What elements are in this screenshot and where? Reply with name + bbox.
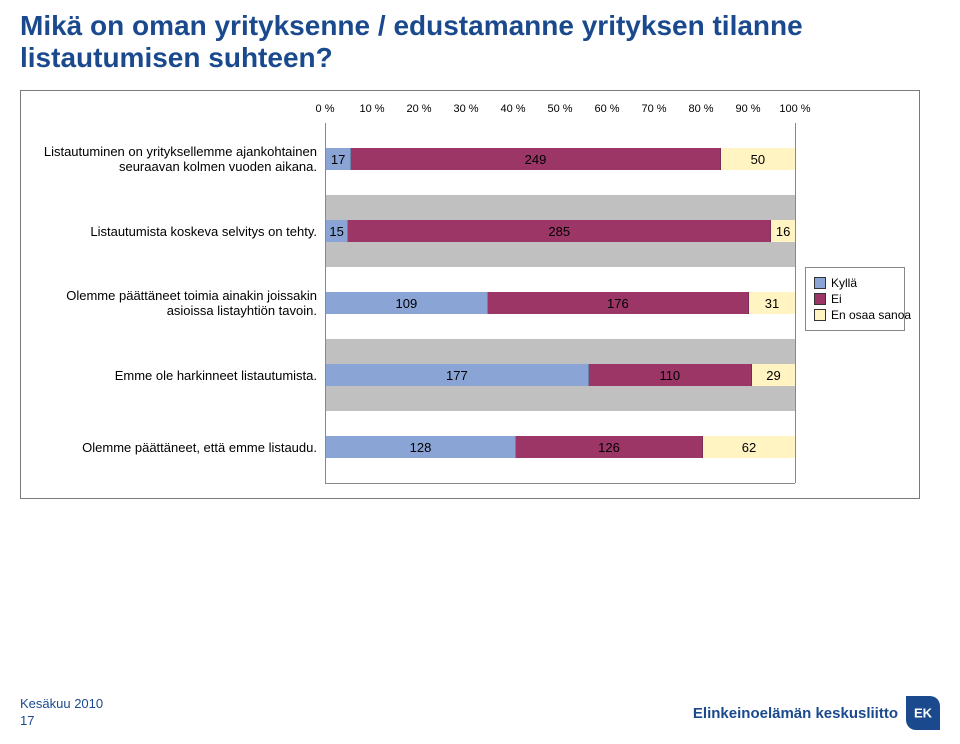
axis-tick: 90 %	[735, 103, 760, 115]
bar-segment: 126	[516, 436, 703, 458]
bar-segment: 62	[703, 436, 795, 458]
org-logo: Elinkeinoelämän keskusliitto	[693, 696, 940, 730]
legend-column: Kyllä Ei En osaa sanoa	[795, 103, 905, 331]
bar-segment: 16	[771, 220, 795, 242]
bar-segment: 128	[326, 436, 516, 458]
title-line1: Mikä on oman yrityksenne / edustamanne y…	[20, 10, 803, 41]
gridline	[795, 123, 796, 483]
bar-row: 1528516	[326, 195, 795, 267]
row-label: Olemme päättäneet, että emme listaudu.	[35, 411, 325, 483]
footer-page: 17	[20, 713, 103, 730]
bar-segment: 17	[326, 148, 351, 170]
ek-badge-icon	[906, 696, 940, 730]
axis-tick: 50 %	[547, 103, 572, 115]
legend-label: En osaa sanoa	[831, 308, 911, 322]
legend-swatch-icon	[814, 309, 826, 321]
bar-segment: 177	[326, 364, 589, 386]
legend-item: Kyllä	[814, 276, 896, 290]
bar-row: 17711029	[326, 339, 795, 411]
stacked-bar: 10917631	[326, 292, 795, 314]
axis-tick: 60 %	[594, 103, 619, 115]
legend-swatch-icon	[814, 277, 826, 289]
bar-segment: 31	[749, 292, 795, 314]
axis-tick: 40 %	[500, 103, 525, 115]
legend-item: Ei	[814, 292, 896, 306]
row-label: Emme ole harkinneet listautumista.	[35, 339, 325, 411]
row-label: Listautumista koskeva selvitys on tehty.	[35, 195, 325, 267]
row-label: Listautuminen on yrityksellemme ajankoht…	[35, 123, 325, 195]
chart-frame: Listautuminen on yrityksellemme ajankoht…	[20, 90, 920, 499]
stacked-bar: 17711029	[326, 364, 795, 386]
x-axis-ticks: 0 %10 %20 %30 %40 %50 %60 %70 %80 %90 %1…	[325, 103, 795, 121]
axis-tick: 70 %	[641, 103, 666, 115]
stacked-bar: 12812662	[326, 436, 795, 458]
title-line2: listautumisen suhteen?	[20, 42, 333, 73]
bar-row: 10917631	[326, 267, 795, 339]
plot-column: 0 %10 %20 %30 %40 %50 %60 %70 %80 %90 %1…	[325, 103, 795, 484]
legend-swatch-icon	[814, 293, 826, 305]
bar-segment: 29	[752, 364, 795, 386]
axis-tick: 10 %	[359, 103, 384, 115]
bar-segment: 50	[721, 148, 795, 170]
axis-tick: 20 %	[406, 103, 431, 115]
footer: Kesäkuu 2010 17 Elinkeinoelämän keskusli…	[20, 696, 940, 730]
axis-tick: 30 %	[453, 103, 478, 115]
legend-item: En osaa sanoa	[814, 308, 896, 322]
legend-label: Kyllä	[831, 276, 857, 290]
stacked-bar: 1528516	[326, 220, 795, 242]
org-name: Elinkeinoelämän keskusliitto	[693, 705, 898, 722]
bar-segment: 109	[326, 292, 488, 314]
bar-segment: 249	[351, 148, 721, 170]
footer-date: Kesäkuu 2010	[20, 696, 103, 713]
row-labels-column: Listautuminen on yrityksellemme ajankoht…	[35, 103, 325, 483]
axis-tick: 0 %	[316, 103, 335, 115]
bar-segment: 15	[326, 220, 348, 242]
bar-row: 12812662	[326, 411, 795, 483]
legend-label: Ei	[831, 292, 842, 306]
bar-row: 1724950	[326, 123, 795, 195]
stacked-bar: 1724950	[326, 148, 795, 170]
bar-segment: 110	[589, 364, 752, 386]
legend: Kyllä Ei En osaa sanoa	[805, 267, 905, 331]
bar-segment: 285	[348, 220, 771, 242]
row-label: Olemme päättäneet toimia ainakin joissak…	[35, 267, 325, 339]
page-title: Mikä on oman yrityksenne / edustamanne y…	[20, 10, 940, 74]
bar-segment: 176	[488, 292, 749, 314]
axis-tick: 80 %	[688, 103, 713, 115]
plot-area: 1724950 1528516 10917631 17711029 12812662	[325, 123, 795, 484]
